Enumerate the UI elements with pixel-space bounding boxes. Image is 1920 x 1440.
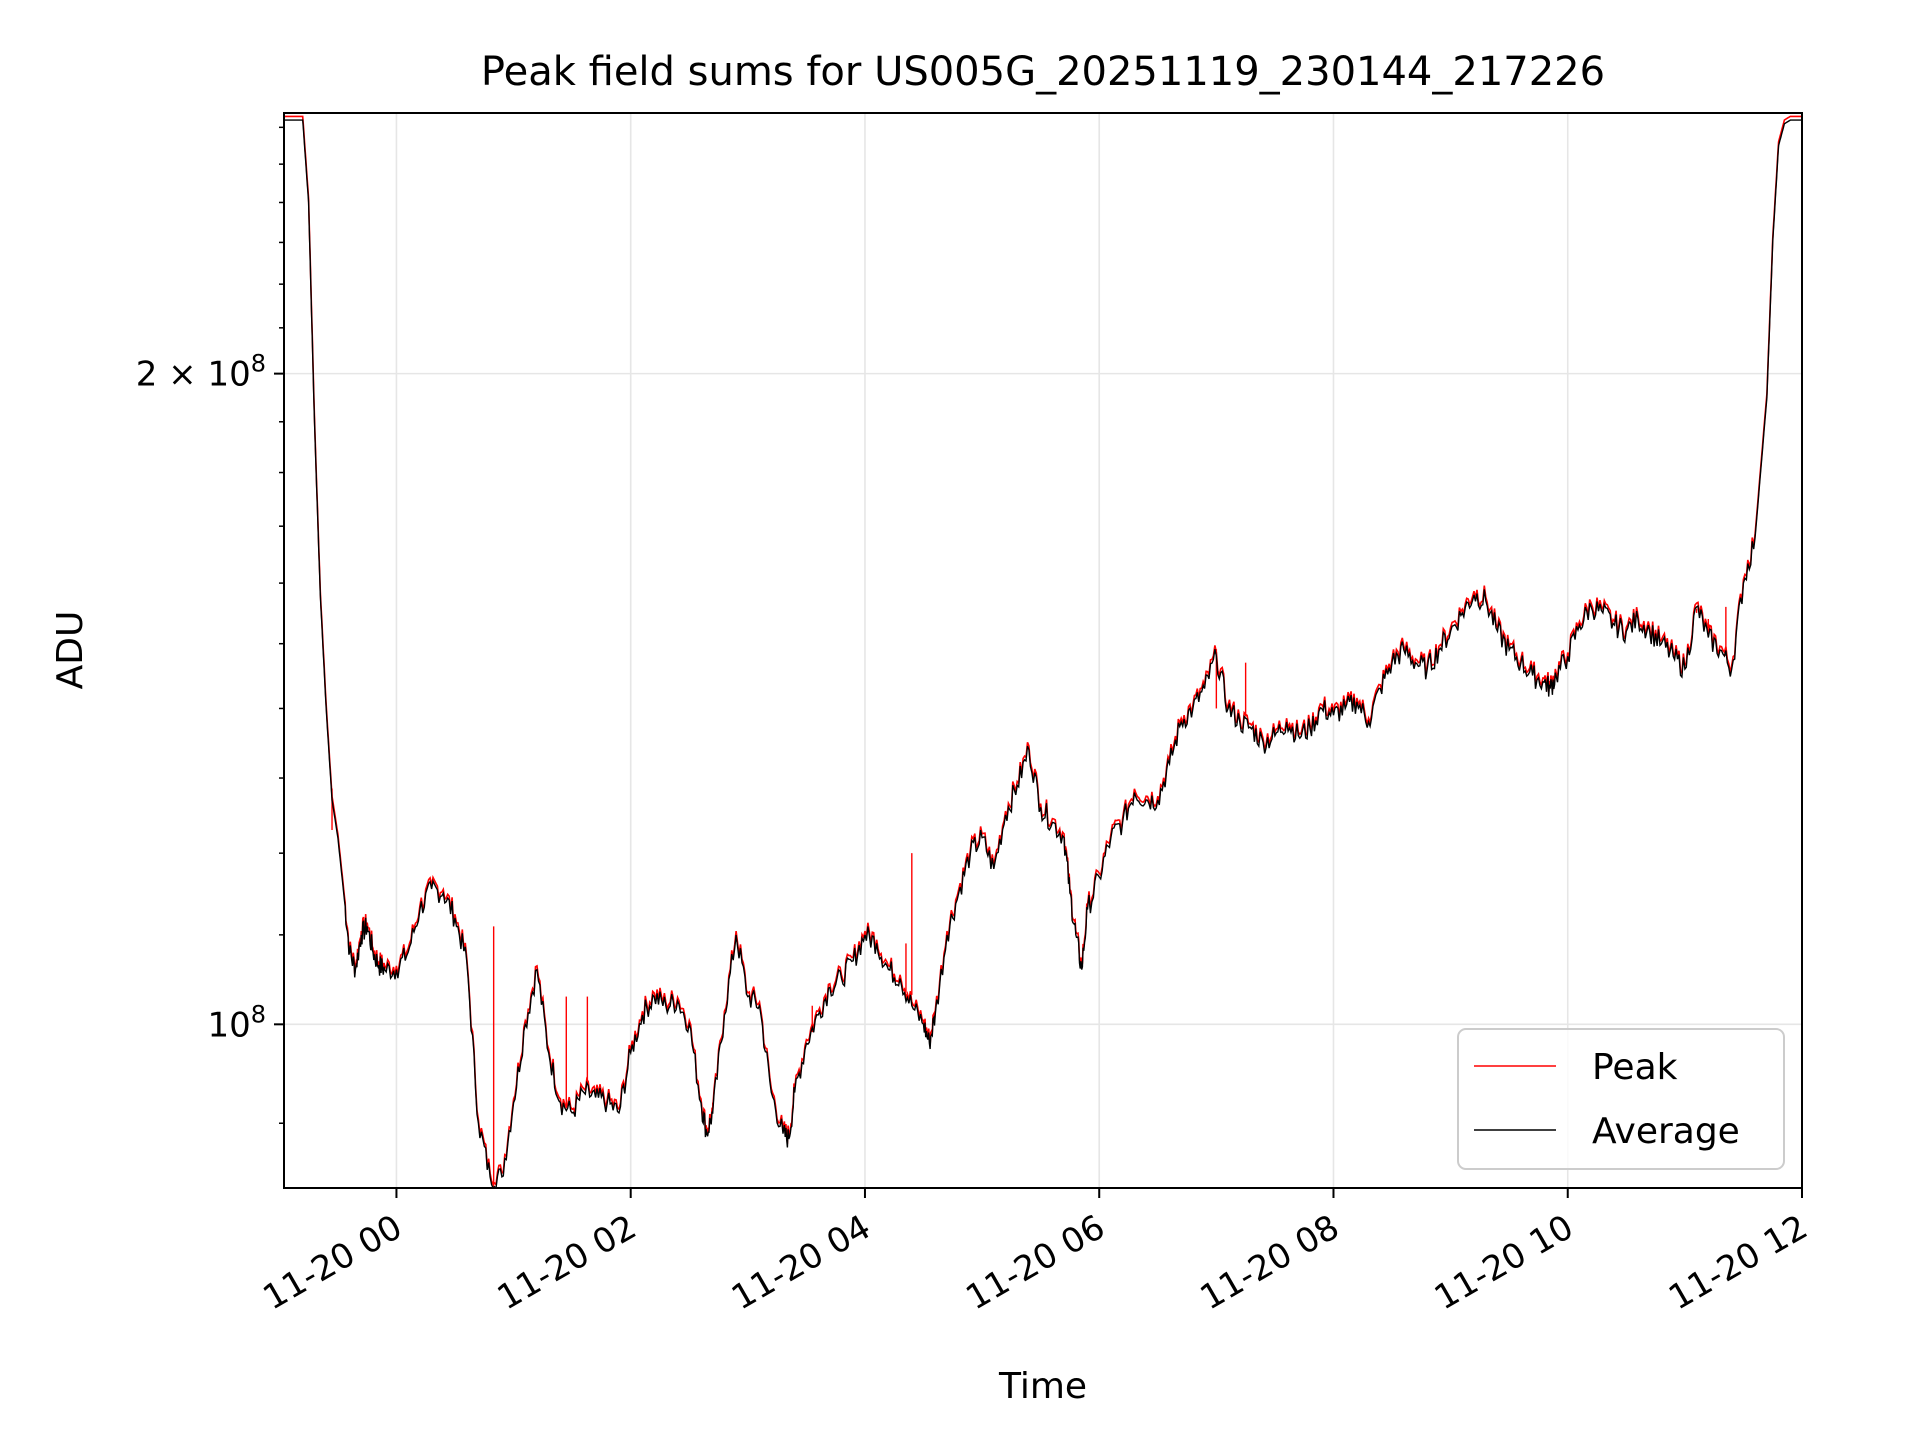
legend-label-peak: Peak: [1592, 1047, 1678, 1088]
plot-frame: [283, 112, 1803, 1189]
legend-label-average: Average: [1592, 1111, 1740, 1152]
y-tick-label: 2 × 108: [136, 350, 266, 395]
plot-area: [284, 115, 1802, 1188]
y-tick-label: 108: [207, 1000, 266, 1045]
x-axis-label: Time: [998, 1366, 1087, 1407]
legend-box: [1457, 1028, 1785, 1170]
chart-title: Peak field sums for US005G_20251119_2301…: [481, 49, 1605, 95]
series-line-average: [284, 119, 1802, 1188]
gridlines: [284, 113, 1802, 1188]
legend: Peak Average: [1457, 1028, 1785, 1170]
y-axis-label: ADU: [50, 611, 91, 690]
